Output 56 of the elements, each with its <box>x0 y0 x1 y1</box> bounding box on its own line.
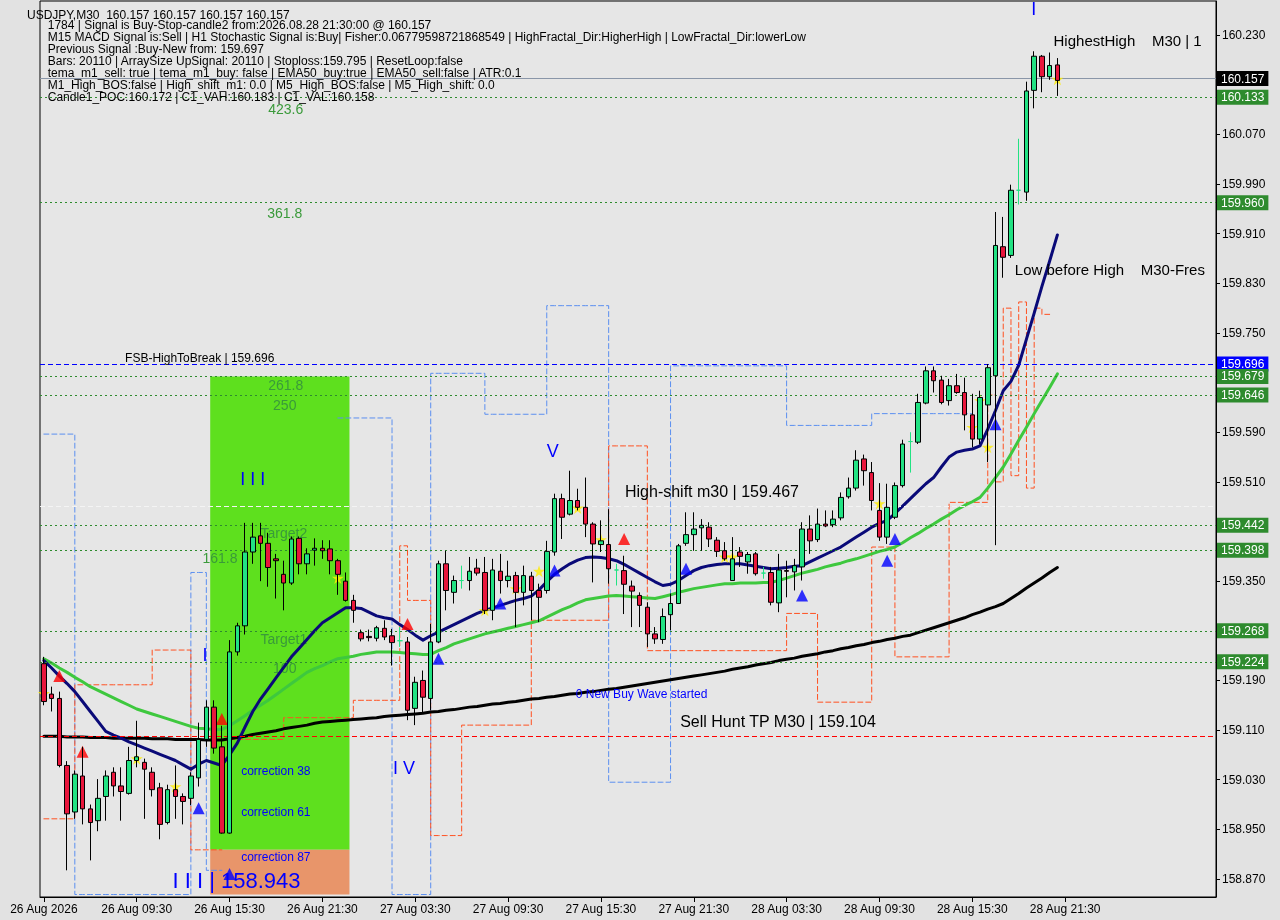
annotation: Target2 <box>260 525 308 542</box>
annotation: I I I <box>240 469 266 489</box>
ref-line-label: 159.398 <box>1221 543 1265 558</box>
y-tick-label: 159.590 <box>1222 425 1266 440</box>
y-tick-label: 159.110 <box>1222 723 1265 738</box>
x-tick-label: 28 Aug 09:30 <box>844 902 916 916</box>
ref-line-label: 159.268 <box>1221 623 1265 638</box>
y-tick-label: 159.350 <box>1222 574 1266 589</box>
ref-line-label: 159.679 <box>1221 369 1265 384</box>
y-tick-label: 159.190 <box>1222 673 1266 688</box>
ref-line-label: 160.133 <box>1221 90 1265 105</box>
ref-line-label: 159.696 <box>1221 356 1265 371</box>
annotation: 250 <box>273 397 297 414</box>
x-tick-label: 26 Aug 21:30 <box>287 902 359 916</box>
ref-line-label: 159.960 <box>1221 195 1265 210</box>
annotation: 361.8 <box>267 204 303 221</box>
y-tick-label: 160.230 <box>1222 28 1266 43</box>
x-tick-label: 27 Aug 09:30 <box>472 902 544 916</box>
annotation: FSB-HighToBreak | 159.696 <box>125 351 275 366</box>
annotation: Previous Signal :Buy-New from: 159.697 <box>47 42 265 56</box>
annotation: I V <box>392 758 416 778</box>
x-tick-label: 28 Aug 21:30 <box>1029 902 1101 916</box>
ref-line-label: 160.157 <box>1221 71 1265 86</box>
y-tick-label: 159.990 <box>1222 177 1266 192</box>
annotation: correction 38 <box>241 764 311 778</box>
y-tick-label: 158.870 <box>1222 872 1266 887</box>
annotation: correction 87 <box>241 850 311 864</box>
y-tick-label: 159.910 <box>1222 226 1266 241</box>
annotation: V <box>546 441 559 461</box>
y-tick-label: 159.830 <box>1222 276 1266 291</box>
y-tick-label: 158.950 <box>1222 822 1266 837</box>
annotation: I <box>1031 0 1037 19</box>
x-tick-label: 26 Aug 2026 <box>10 902 78 916</box>
x-tick-label: 27 Aug 15:30 <box>565 902 637 916</box>
x-tick-label: 26 Aug 09:30 <box>101 902 173 916</box>
x-tick-label: 27 Aug 03:30 <box>379 902 451 916</box>
ref-line-label: 159.646 <box>1221 388 1265 403</box>
annotation: Low before High M30-Fres <box>1014 260 1205 278</box>
y-tick-label: 159.510 <box>1222 474 1266 489</box>
annotation: HighestHigh M30 | 1 <box>1053 31 1202 49</box>
annotation: Target1 <box>260 631 308 648</box>
annotation: M1_High_BOS:false | High_shift_m1: 0.0 | M5_High_BOS:false | M5_High_shift: 0.0 <box>47 78 495 92</box>
ref-line-label: Sell Hunt TP M30 | 159.104 <box>680 712 876 730</box>
annotation: I I I | 158.943 <box>172 867 301 893</box>
ref-line-label: 159.224 <box>1221 654 1265 669</box>
x-tick-label: 28 Aug 15:30 <box>936 902 1008 916</box>
y-tick-label: 160.070 <box>1222 127 1266 142</box>
x-tick-label: 28 Aug 03:30 <box>751 902 823 916</box>
annotation: I <box>202 645 208 665</box>
annotation: 261.8 <box>268 377 304 394</box>
x-tick-label: 27 Aug 21:30 <box>658 902 730 916</box>
y-tick-label: 159.750 <box>1222 325 1266 340</box>
ref-line-label: 159.442 <box>1221 518 1265 533</box>
y-tick-label: 159.030 <box>1222 772 1266 787</box>
annotation: correction 61 <box>241 805 311 819</box>
x-tick-label: 26 Aug 15:30 <box>194 902 266 916</box>
